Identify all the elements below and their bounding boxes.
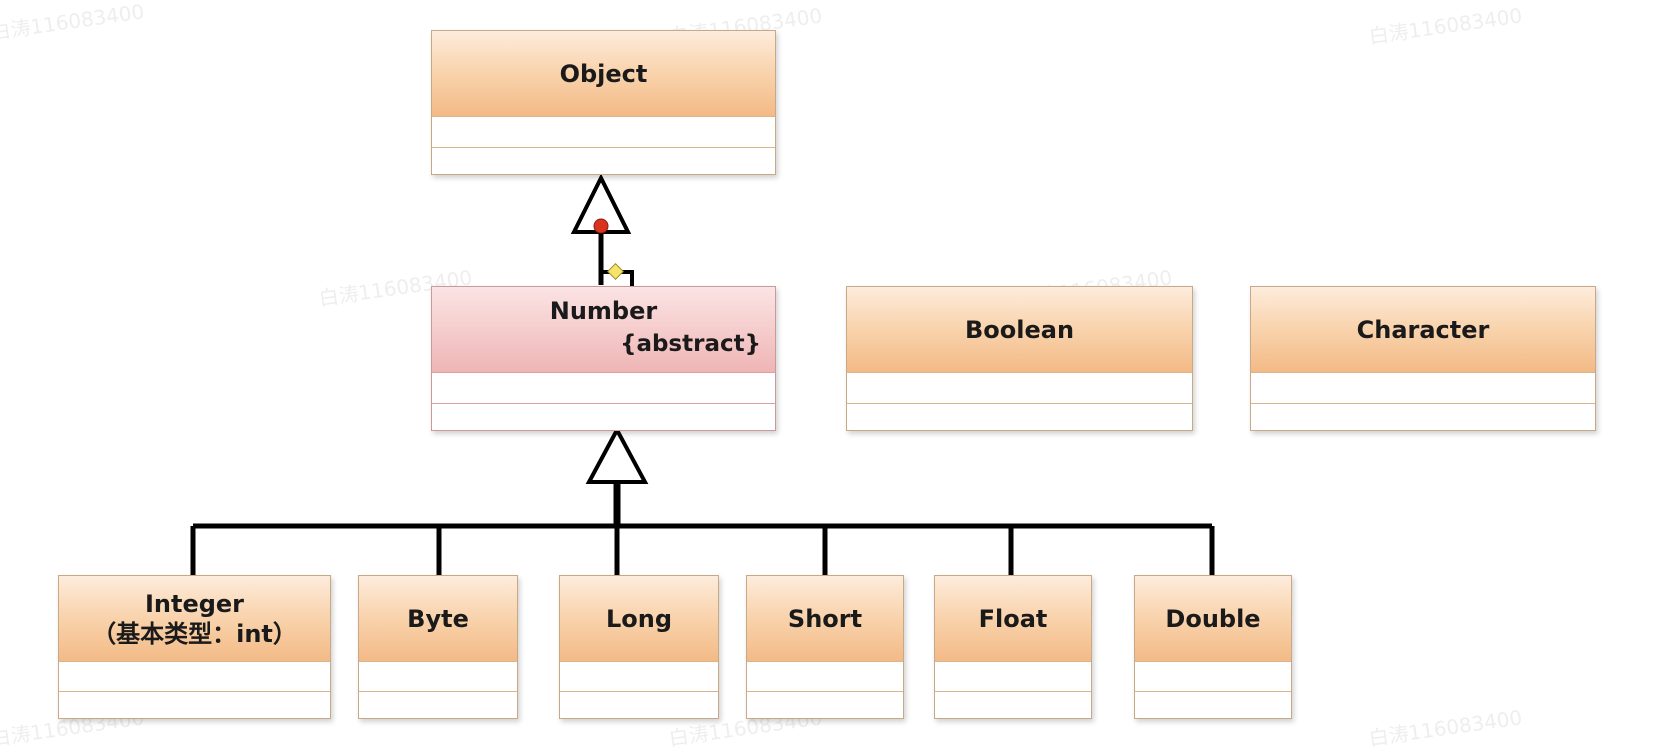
- attributes-divider: [1251, 403, 1595, 404]
- inheritance-arrow-number: [585, 425, 649, 484]
- class-short[interactable]: Short: [746, 575, 904, 719]
- attributes-divider: [847, 403, 1192, 404]
- class-long[interactable]: Long: [559, 575, 719, 719]
- connector-handle-yellow: [607, 263, 624, 280]
- class-header: Integer （基本类型：int）: [59, 576, 330, 662]
- watermark: 白涛116083400: [0, 0, 146, 45]
- class-integer[interactable]: Integer （基本类型：int）: [58, 575, 331, 719]
- class-name: Short: [747, 576, 903, 662]
- class-name: Number: [549, 297, 658, 325]
- class-name: Integer: [144, 589, 245, 618]
- attributes-divider: [935, 691, 1091, 692]
- attributes-divider: [1135, 691, 1291, 692]
- class-number[interactable]: Number {abstract}: [431, 286, 776, 431]
- class-boolean[interactable]: Boolean: [846, 286, 1193, 431]
- class-name: Character: [1251, 287, 1595, 373]
- attributes-divider: [432, 147, 775, 148]
- class-float[interactable]: Float: [934, 575, 1092, 719]
- class-byte[interactable]: Byte: [358, 575, 518, 719]
- class-character[interactable]: Character: [1250, 286, 1596, 431]
- class-name: Object: [432, 31, 775, 117]
- class-name: Long: [560, 576, 718, 662]
- class-header: Number {abstract}: [432, 287, 775, 373]
- attributes-divider: [59, 691, 330, 692]
- class-object[interactable]: Object: [431, 30, 776, 175]
- attributes-divider: [432, 403, 775, 404]
- watermark: 白涛116083400: [1367, 3, 1524, 49]
- attributes-divider: [359, 691, 517, 692]
- class-name: Byte: [359, 576, 517, 662]
- class-name: Float: [935, 576, 1091, 662]
- class-name: Boolean: [847, 287, 1192, 373]
- connector-handle-red: [593, 218, 609, 234]
- attributes-divider: [747, 691, 903, 692]
- abstract-stereotype: {abstract}: [620, 331, 761, 357]
- class-double[interactable]: Double: [1134, 575, 1292, 719]
- class-subtitle: （基本类型：int）: [92, 619, 297, 648]
- attributes-divider: [560, 691, 718, 692]
- class-name: Double: [1135, 576, 1291, 662]
- inheritance-arrow-object: [570, 173, 632, 234]
- watermark: 白涛116083400: [1367, 705, 1524, 750]
